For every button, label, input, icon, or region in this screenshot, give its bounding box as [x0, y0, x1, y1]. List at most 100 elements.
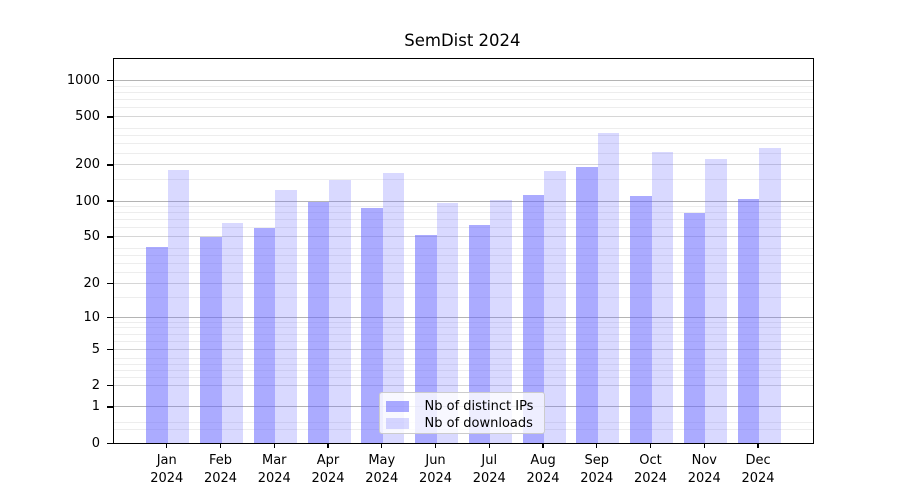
major-gridline [114, 80, 813, 82]
x-tick-mark [219, 443, 222, 448]
major-gridline [114, 200, 813, 202]
x-tick-label: Dec 2024 [741, 453, 775, 486]
x-tick-mark [542, 443, 544, 448]
bar-distinct-ips-sep [576, 166, 598, 444]
x-tick-mark [488, 443, 490, 448]
y-tick-mark [106, 442, 113, 444]
minor-gridline [114, 206, 813, 208]
x-tick-label: Feb 2024 [203, 453, 238, 486]
bar-distinct-ips-aug [522, 195, 545, 444]
y-tick-mark [106, 80, 113, 82]
y-tick-label: 20 [83, 275, 100, 291]
chart-title: SemDist 2024 [404, 31, 521, 50]
minor-gridline [114, 98, 813, 100]
bar-downloads-apr [329, 179, 351, 444]
minor-gridline [114, 333, 813, 335]
bar-downloads-jun [436, 203, 459, 444]
legend-swatch-distinct-ips [385, 400, 409, 412]
y-tick-mark [106, 236, 113, 238]
bar-downloads-nov [705, 159, 727, 444]
minor-gridline [114, 377, 813, 379]
minor-gridline [114, 358, 813, 360]
minor-gridline [114, 227, 813, 228]
x-tick-mark [273, 443, 275, 448]
x-tick-mark [434, 443, 437, 448]
bar-downloads-sep [597, 132, 620, 444]
x-tick-label: Sep 2024 [580, 453, 614, 486]
legend-swatch-downloads [385, 417, 409, 429]
bar-distinct-ips-nov [683, 213, 706, 444]
minor-gridline [114, 106, 813, 108]
y-tick-label: 1000 [66, 73, 100, 89]
plot-area [113, 58, 814, 445]
bar-downloads-mar [275, 189, 297, 444]
minor-gridline [114, 370, 813, 372]
minor-gridline [114, 143, 813, 145]
bar-downloads-aug [544, 171, 566, 444]
minor-gridline [114, 128, 813, 130]
x-tick-mark [381, 443, 383, 448]
y-tick-mark [106, 116, 113, 118]
minor-gridline [114, 340, 813, 342]
bar-downloads-oct [651, 152, 674, 444]
y-tick-label: 1 [91, 399, 100, 415]
x-tick-mark [757, 443, 759, 448]
minor-gridline [114, 219, 813, 221]
minor-gridline [114, 327, 813, 329]
minor-gridline [114, 85, 813, 87]
y-tick-mark [106, 164, 113, 166]
minor-gridline [114, 297, 813, 299]
y-tick-mark [106, 348, 113, 350]
bar-downloads-jan [167, 170, 190, 444]
x-tick-label: Apr 2024 [311, 453, 345, 486]
x-tick-mark [166, 443, 168, 448]
bar-distinct-ips-apr [307, 202, 329, 444]
y-tick-label: 10 [83, 309, 100, 325]
legend: Nb of distinct IPs Nb of downloads [378, 392, 545, 435]
minor-gridline [114, 135, 813, 137]
x-tick-mark [703, 443, 705, 448]
bar-distinct-ips-jun [415, 234, 437, 444]
y-tick-mark [106, 200, 113, 202]
x-tick-mark [327, 443, 329, 448]
y-tick-label: 2 [91, 378, 100, 394]
legend-row-downloads: Nb of downloads [385, 415, 537, 431]
minor-gridline [114, 179, 813, 181]
major-gridline [114, 116, 813, 118]
x-tick-label: May 2024 [365, 453, 399, 486]
y-tick-label: 500 [75, 109, 100, 125]
legend-label-downloads: Nb of downloads [424, 415, 533, 431]
minor-gridline [114, 271, 813, 273]
bar-distinct-ips-oct [630, 196, 652, 444]
y-tick-mark [106, 406, 113, 408]
x-tick-label: Nov 2024 [687, 453, 721, 486]
y-tick-mark [106, 385, 113, 387]
legend-row-distinct-ips: Nb of distinct IPs [385, 398, 537, 414]
minor-gridline [114, 321, 813, 323]
major-gridline [114, 385, 813, 387]
minor-gridline [114, 254, 813, 256]
y-tick-label: 0 [91, 435, 100, 451]
major-gridline [114, 282, 813, 284]
major-gridline [114, 348, 813, 350]
bar-distinct-ips-may [361, 207, 383, 444]
minor-gridline [114, 152, 813, 154]
legend-label-distinct-ips: Nb of distinct IPs [424, 398, 534, 414]
minor-gridline [114, 262, 813, 264]
y-tick-label: 50 [83, 229, 100, 245]
x-tick-label: Mar 2024 [257, 453, 291, 486]
x-tick-mark [596, 443, 598, 448]
bar-distinct-ips-jul [468, 224, 491, 444]
bar-distinct-ips-jan [146, 247, 168, 444]
bar-downloads-may [382, 173, 405, 444]
minor-gridline [114, 247, 813, 249]
x-tick-label: Aug 2024 [526, 453, 560, 486]
bar-downloads-feb [221, 223, 243, 444]
bar-downloads-jul [490, 200, 512, 444]
y-tick-mark [106, 316, 113, 319]
minor-gridline [114, 212, 813, 214]
x-tick-mark [649, 443, 652, 448]
y-tick-mark [106, 282, 113, 285]
bar-distinct-ips-feb [200, 236, 222, 444]
